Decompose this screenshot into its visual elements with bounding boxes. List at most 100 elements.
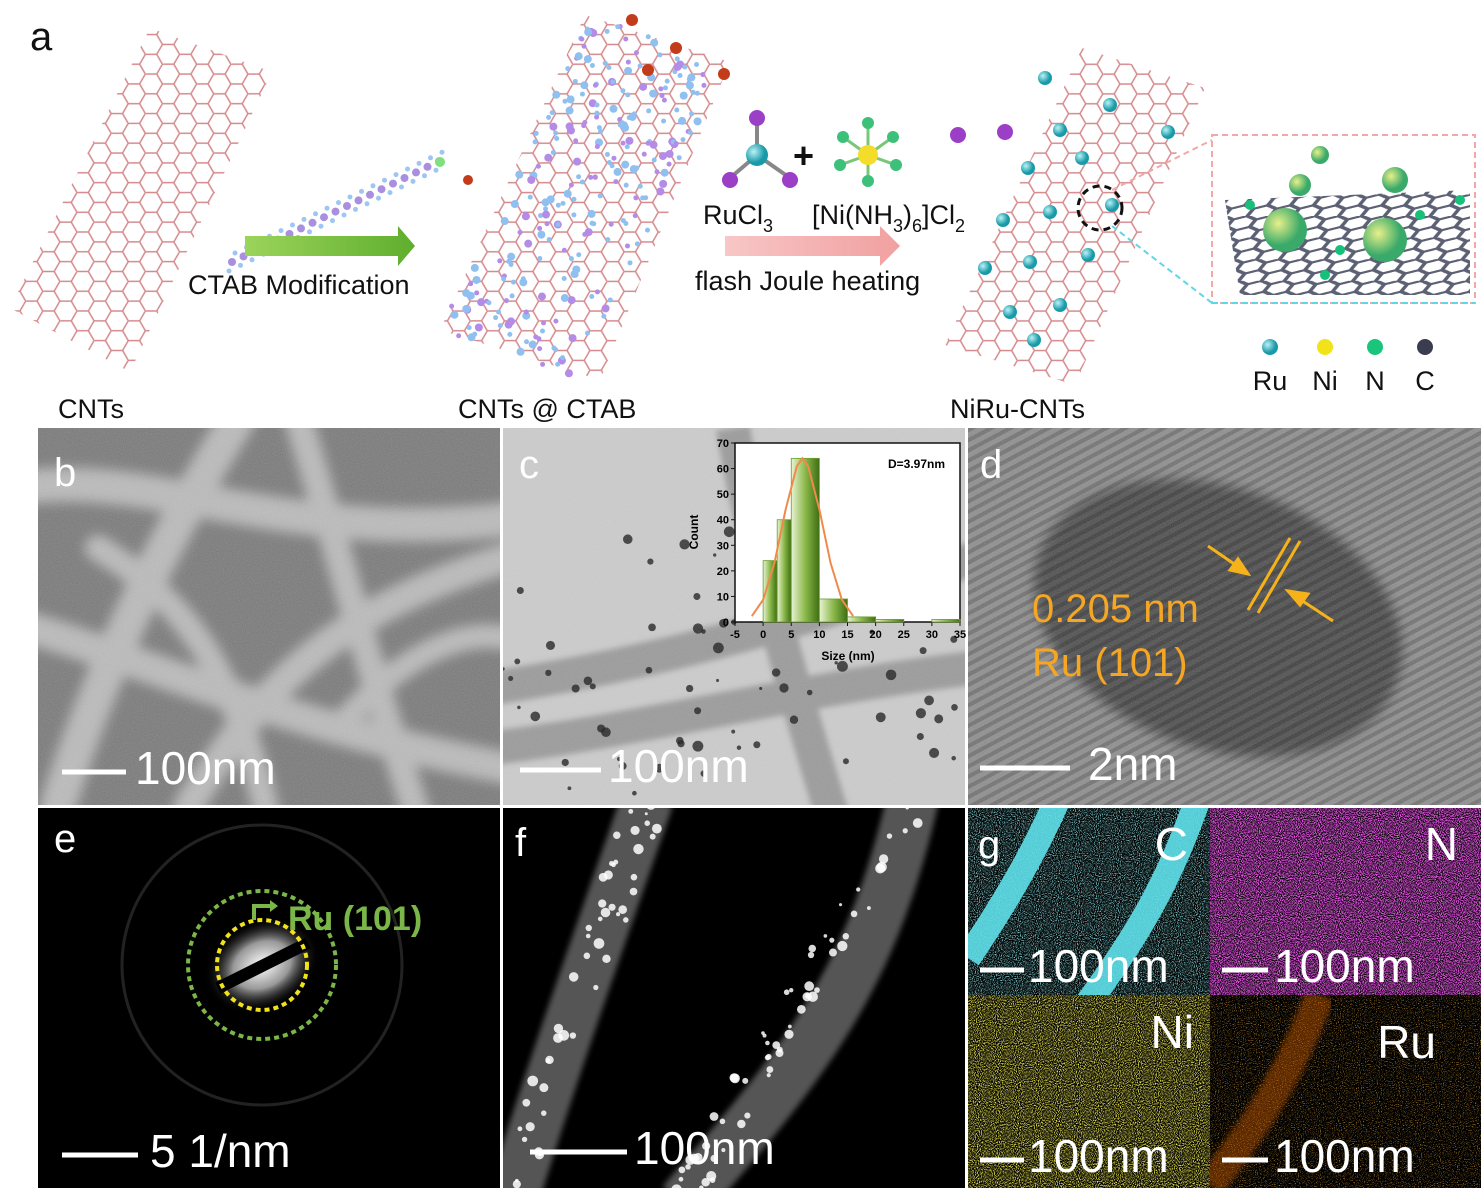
formula-sub: 2 bbox=[955, 216, 965, 236]
scale-label: 100nm bbox=[1274, 1130, 1415, 1182]
particle bbox=[787, 1024, 792, 1029]
ru-sphere bbox=[1003, 305, 1017, 319]
zoom-line bbox=[1111, 139, 1213, 191]
atom bbox=[318, 223, 324, 229]
particle bbox=[593, 984, 599, 991]
particle bbox=[814, 987, 820, 993]
y-tick-label: 60 bbox=[717, 464, 729, 476]
particle bbox=[644, 820, 650, 826]
formula: [Ni(NH3)6]Cl2 bbox=[812, 200, 965, 236]
particle bbox=[886, 833, 893, 839]
particle bbox=[628, 808, 634, 814]
atom bbox=[609, 104, 618, 113]
atom bbox=[249, 257, 255, 263]
atom bbox=[477, 298, 486, 307]
formula-sub: 3 bbox=[893, 216, 903, 236]
atom bbox=[588, 174, 594, 180]
atom bbox=[656, 187, 665, 196]
atom bbox=[497, 258, 503, 264]
atom bbox=[837, 131, 849, 143]
atom bbox=[516, 347, 525, 356]
atom bbox=[508, 262, 514, 268]
x-tick-label: -5 bbox=[730, 629, 740, 641]
atom bbox=[546, 236, 552, 242]
particle bbox=[515, 1178, 519, 1183]
particle bbox=[838, 903, 843, 907]
atom bbox=[524, 239, 533, 248]
atom bbox=[540, 361, 546, 367]
formula-sub: 6 bbox=[912, 216, 922, 236]
atom bbox=[341, 212, 347, 218]
atom bbox=[608, 221, 614, 227]
atom bbox=[533, 130, 539, 136]
atom bbox=[549, 122, 558, 131]
atom bbox=[617, 122, 623, 128]
atom bbox=[693, 117, 702, 126]
atom bbox=[594, 114, 600, 120]
atom bbox=[524, 339, 530, 345]
scale-label: 100nm bbox=[1028, 1130, 1169, 1182]
atom bbox=[324, 205, 330, 211]
atom bbox=[580, 81, 589, 90]
atom bbox=[682, 64, 688, 70]
atom bbox=[537, 225, 543, 231]
panel-b: b 100nm bbox=[38, 428, 500, 805]
atom bbox=[538, 213, 544, 219]
atom bbox=[555, 361, 561, 367]
plus: + bbox=[793, 135, 814, 176]
atom bbox=[537, 230, 546, 239]
element-label: Ni bbox=[1151, 1006, 1194, 1058]
atom bbox=[582, 120, 588, 126]
n-atom bbox=[1245, 200, 1255, 210]
particle bbox=[623, 917, 629, 923]
atom bbox=[565, 66, 571, 72]
atom bbox=[466, 325, 472, 331]
atom bbox=[366, 190, 374, 199]
particle bbox=[744, 1112, 751, 1119]
cl-atom bbox=[997, 124, 1013, 140]
legend-swatch bbox=[1262, 339, 1278, 355]
atom bbox=[550, 149, 556, 155]
atom bbox=[560, 355, 566, 361]
atom bbox=[428, 155, 433, 161]
scale-label: 5 1/nm bbox=[150, 1125, 291, 1177]
atom bbox=[641, 151, 647, 157]
panel-letter: c bbox=[519, 443, 539, 487]
particle bbox=[804, 981, 815, 992]
atom bbox=[645, 140, 651, 146]
atom bbox=[602, 60, 608, 66]
atom bbox=[370, 183, 376, 189]
legend-label: C bbox=[1415, 366, 1435, 396]
particle bbox=[721, 1148, 726, 1153]
zoom-line bbox=[1111, 225, 1213, 304]
atom bbox=[637, 183, 643, 189]
element-label: N bbox=[1425, 818, 1458, 870]
y-tick-label: 30 bbox=[717, 540, 729, 552]
bar bbox=[931, 619, 961, 623]
particle bbox=[602, 954, 611, 964]
atom bbox=[604, 151, 610, 157]
particle bbox=[789, 987, 794, 993]
y-axis-label: Count bbox=[687, 515, 701, 550]
atom bbox=[449, 303, 455, 309]
atom bbox=[620, 88, 626, 94]
ru-sphere bbox=[1105, 198, 1119, 212]
atom bbox=[646, 108, 652, 114]
legend: Ru Ni N C bbox=[1253, 339, 1435, 396]
particle bbox=[702, 1141, 711, 1151]
atom bbox=[567, 296, 576, 305]
x-tick-label: 15 bbox=[841, 629, 853, 641]
fit-curve bbox=[751, 456, 854, 617]
atom bbox=[637, 63, 643, 69]
atom bbox=[639, 82, 648, 91]
atom bbox=[690, 89, 696, 95]
nanotube bbox=[10, 28, 272, 372]
atom bbox=[660, 168, 669, 177]
atom bbox=[377, 185, 386, 194]
atom bbox=[544, 221, 550, 227]
atom bbox=[604, 28, 610, 34]
atom bbox=[890, 159, 902, 171]
n-atom bbox=[1455, 195, 1465, 205]
atom bbox=[624, 66, 633, 75]
panel-letter: g bbox=[978, 823, 1000, 867]
